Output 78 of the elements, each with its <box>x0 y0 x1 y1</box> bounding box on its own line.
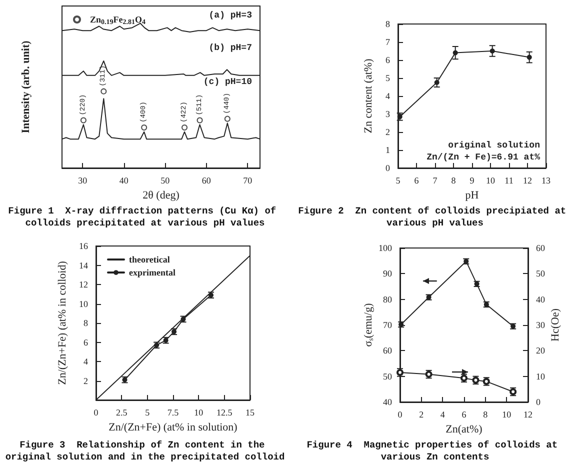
y-tick-label: 60 <box>383 346 392 356</box>
x-tick-label: 7.5 <box>167 408 180 418</box>
y2-tick-label: 0 <box>536 397 541 407</box>
y2-axis-title: Hc(Oe) <box>550 308 562 342</box>
x-tick-label: 11 <box>504 176 514 186</box>
text: (a) pH=3 <box>208 10 252 21</box>
x-axis-title: pH <box>465 189 479 202</box>
y-tick-label: 2 <box>386 127 390 137</box>
y-tick-label: 14 <box>79 260 88 270</box>
x-tick-label: 8 <box>483 410 488 420</box>
y-tick-label: 80 <box>383 294 392 304</box>
x-tick-label: 50 <box>160 176 170 186</box>
y2-tick-label: 40 <box>536 294 546 304</box>
x-tick-label: 40 <box>119 176 129 186</box>
x-tick-label: 60 <box>202 176 212 186</box>
x-tick-label: 5 <box>145 408 150 418</box>
y-tick-label: 4 <box>386 91 390 101</box>
x-tick-label: 30 <box>78 176 88 186</box>
text: Figure 1 X-ray diffraction patterns (Cu Kα) of colloids precipitated at various pH values <box>8 206 282 228</box>
y-tick-label: 0 <box>386 163 390 173</box>
y-tick-label: 3 <box>386 109 390 119</box>
y-tick-label: 8 <box>84 318 88 328</box>
y-tick-label: 10 <box>79 298 88 309</box>
x-tick-label: 0 <box>94 408 99 418</box>
x-tick-label: 13 <box>542 176 551 186</box>
y-tick-label: 2 <box>84 376 88 386</box>
y-axis-title: Zn/(Zn+Fe) (at% in colloid) <box>56 260 69 385</box>
x-axis-title: Zn/(Zn+Fe) (at% in solution) <box>108 421 238 434</box>
x-tick-label: 12 <box>523 176 532 186</box>
annotation: (b) pH=7 <box>208 43 252 54</box>
y2-tick-label: 50 <box>536 268 546 279</box>
text: Figure 2 Zn content of colloids precipiated at various pH values <box>298 206 572 228</box>
y2-tick-label: 60 <box>536 243 546 253</box>
x-tick-label: 0 <box>398 410 403 420</box>
y-tick-label: 5 <box>386 73 390 83</box>
text: Figure 3 Relationship of Zn content in the original solution and in the precipitated colloid <box>5 440 285 462</box>
y2-tick-label: 30 <box>536 320 546 330</box>
x-axis-title: Zn(at%) <box>446 423 483 436</box>
y-tick-label: 8 <box>386 19 390 29</box>
x-tick-label: 2.5 <box>116 408 128 418</box>
x-tick-label: 8 <box>451 176 456 186</box>
y-tick-label: 12 <box>79 280 88 290</box>
annotation: Zn/(Zn + Fe)=6.91 at% <box>426 152 541 162</box>
y-axis-title: Zn content (at%) <box>362 58 374 134</box>
x-tick-label: 6 <box>414 176 420 186</box>
y-tick-label: 50 <box>383 371 392 382</box>
y-tick-label: 7 <box>386 37 390 47</box>
y-tick-label: 6 <box>386 55 390 65</box>
x-tick-label: 12.5 <box>216 408 233 418</box>
y2-tick-label: 20 <box>536 346 546 356</box>
y-tick-label: 6 <box>84 337 88 348</box>
x-tick-label: 70 <box>243 176 253 186</box>
y-tick-label: 90 <box>383 268 392 279</box>
text: Figure 4 Magnetic properties of colloids at various Zn contents <box>306 440 564 462</box>
y-axis-title: Intensity (arb. unit) <box>20 40 32 134</box>
x-tick-label: 4 <box>440 410 446 420</box>
x-tick-label: 10 <box>194 408 204 418</box>
y-tick-label: 16 <box>79 241 88 251</box>
legend-label: theoretical <box>129 254 170 264</box>
y2-tick-label: 10 <box>536 371 546 382</box>
x-axis-title: 2θ (deg) <box>142 189 180 202</box>
y-tick-label: 1 <box>386 145 390 155</box>
annotation: (c) pH=10 <box>203 77 252 88</box>
x-tick-label: 2 <box>419 410 424 420</box>
annotation: original solution <box>448 140 540 150</box>
x-tick-label: 10 <box>486 176 496 186</box>
x-tick-label: 7 <box>432 176 438 186</box>
x-tick-label: 10 <box>502 410 512 420</box>
legend-label: exprimental <box>129 268 176 278</box>
x-tick-label: 5 <box>396 176 401 186</box>
y-tick-label: 100 <box>378 243 392 253</box>
x-tick-label: 12 <box>524 410 532 420</box>
x-tick-label: 9 <box>470 176 475 186</box>
y-tick-label: 4 <box>84 356 88 366</box>
x-tick-label: 15 <box>246 408 255 418</box>
y-tick-label: 70 <box>383 320 392 330</box>
x-tick-label: 6 <box>462 410 467 420</box>
y-tick-label: 40 <box>383 397 392 407</box>
